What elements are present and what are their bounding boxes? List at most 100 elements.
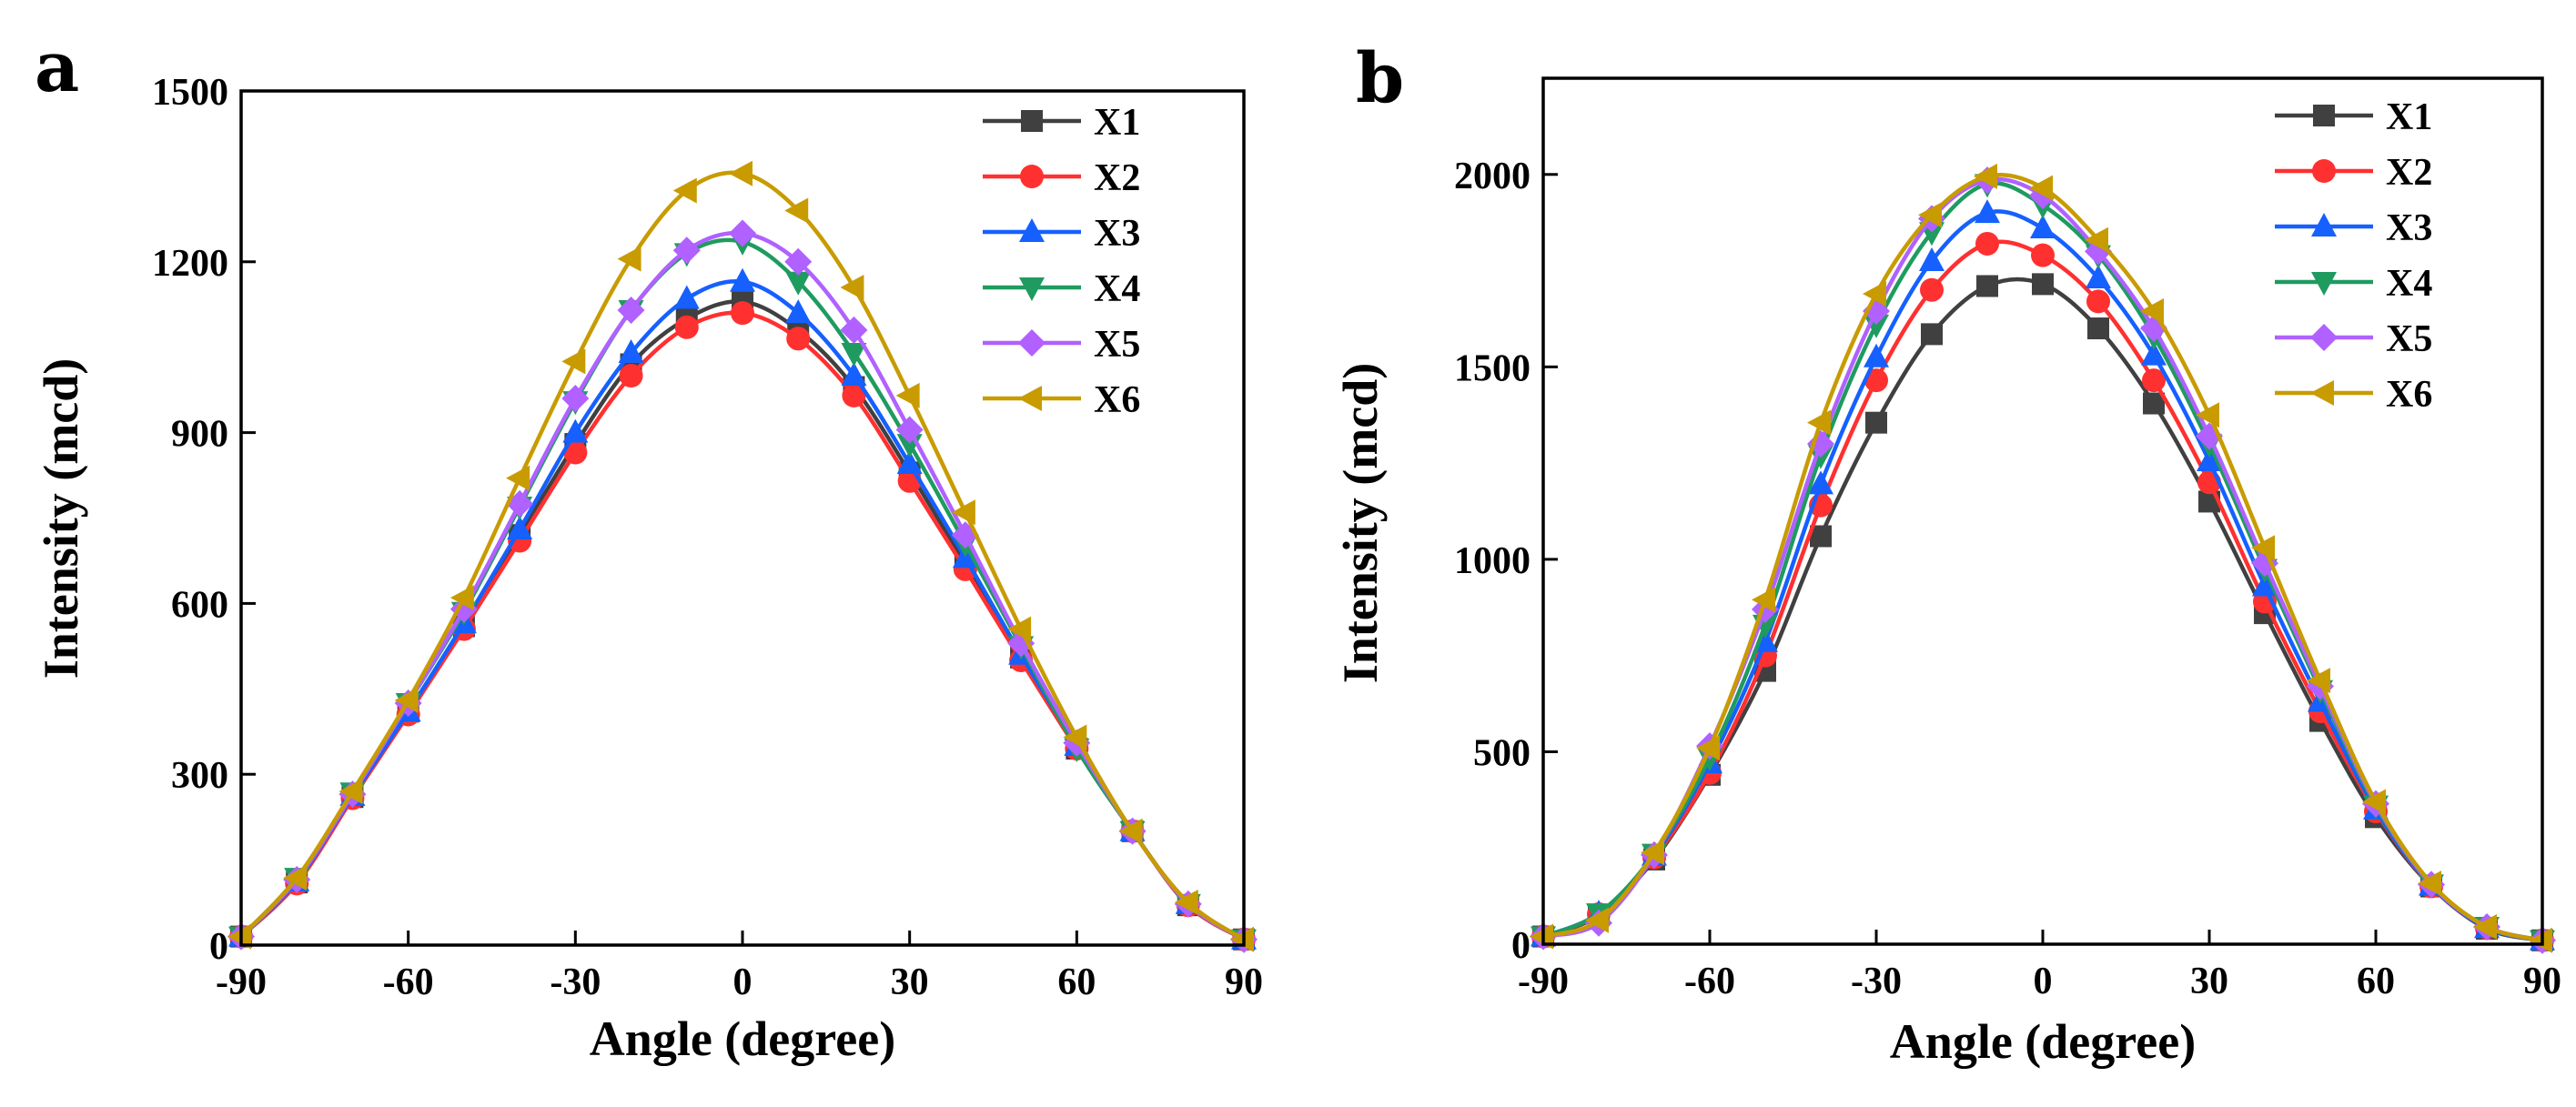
panel-b-series-x1-point <box>1976 275 1998 297</box>
panel-a-y-tick-label: 900 <box>171 414 228 456</box>
panel-b-legend: X1 X2 X3 X4 X5 X6 <box>2275 96 2432 416</box>
panel-a-series-x6-point <box>672 177 697 204</box>
panel-a-series-x3-point <box>841 362 867 386</box>
panel-b-x-tick-label: -90 <box>1518 961 1569 1002</box>
panel-a-letter: a <box>35 26 79 107</box>
panel-b-series-x6-point <box>1863 280 1886 307</box>
panel-b-series-x3 <box>1530 199 2555 951</box>
panel-a-plot-area: -90 -60 -30 0 30 60 90030060090012001500X1X2X3… <box>152 72 1263 1003</box>
panel-b-y-tick-label: 1000 <box>1454 540 1530 582</box>
panel-b-y-axis-title: Intensity (mcd) <box>1333 363 1388 683</box>
panel-b-series-x2-point <box>2086 289 2110 314</box>
panel-b-legend-label: X2 <box>2386 152 2432 194</box>
panel-a-legend-label: X3 <box>1094 213 1140 255</box>
panel-a-series-x5-point <box>895 416 924 444</box>
panel-a-series-x5-point <box>617 297 645 325</box>
panel-b-series-x1-point <box>2032 273 2054 296</box>
panel-a-y-tick-label: 1500 <box>152 72 228 114</box>
panel-a-series-x6-point <box>450 585 474 611</box>
panel-b-series-x3-point <box>1975 199 2000 224</box>
panel-a-legend-label: X6 <box>1094 379 1140 421</box>
panel-a-series-x6-point <box>617 246 641 272</box>
panel-b-series-x6-point <box>2085 226 2108 253</box>
panel-b-series-x2-point <box>2142 368 2166 393</box>
panel-a-series-x6-point <box>1174 890 1198 916</box>
panel-a-series-x6-point <box>1118 818 1143 844</box>
panel-b-y-tick-label: 0 <box>1511 925 1530 967</box>
panel-a-legend-swatch-marker <box>1020 165 1044 188</box>
panel-a-legend-label: X4 <box>1094 268 1140 310</box>
panel-b-series-x2-point <box>1975 231 1999 256</box>
panel-b-series-x1-point <box>2087 317 2109 340</box>
panel-a-series-x6-point <box>394 687 419 713</box>
panel-a-legend-swatch-marker <box>1019 277 1045 301</box>
panel-a: a -90 -60 -30 0 30 60 90030060090012001500X1X2… <box>34 26 1263 1066</box>
panel-a-frame <box>239 89 1246 947</box>
panel-a-y-tick-label: 0 <box>209 926 228 968</box>
panel-a-legend-label: X5 <box>1094 324 1140 366</box>
panel-a-series-x6-point <box>561 348 586 375</box>
panel-b-series-x6-point <box>1752 587 1775 613</box>
panel-a-series-x5-point <box>729 219 756 247</box>
panel-b-legend-swatch-marker <box>2310 380 2334 406</box>
panel-b-series-x3-point <box>2197 447 2222 471</box>
panel-b-legend-swatch-marker <box>2311 272 2337 296</box>
panel-a-legend-swatch-marker <box>1018 329 1046 357</box>
panel-b-x-tick-label: 30 <box>2190 961 2228 1002</box>
panel-a-series-x3-point <box>562 418 589 443</box>
panel-b-legend-label: X5 <box>2386 318 2432 360</box>
panel-a-series-x6-point <box>895 382 920 408</box>
panel-b-series-x6-point <box>2307 668 2330 694</box>
panel-a-series-x2-point <box>731 301 754 326</box>
panel-b-legend-label: X1 <box>2386 96 2432 138</box>
panel-b-series-x6-point <box>2029 175 2053 201</box>
panel-b: b -90 -60 -30 0 30 60 90 0 500 1000 1500 2000 X1 X2 X3… <box>1333 37 2561 1069</box>
panel-b-series-x6-point <box>2140 297 2164 324</box>
panel-b-x-tick-label: -30 <box>1851 961 1902 1002</box>
panel-a-series-x6-point <box>227 923 251 950</box>
panel-a-legend-swatch-marker <box>1019 218 1045 242</box>
panel-a-series-x3-point <box>896 450 923 475</box>
panel-b-series-x6-point <box>1641 840 1664 866</box>
panel-a-series-x5-point <box>784 247 813 276</box>
panel-b-legend-swatch-marker <box>2313 105 2335 126</box>
panel-b-series-x3-point <box>2252 572 2278 597</box>
panel-b-series-x6-point <box>2196 402 2219 428</box>
panel-a-series-x2-point <box>674 315 699 339</box>
panel-a-series-x3-point <box>730 267 755 292</box>
panel-b-series-x1-point <box>1865 411 1887 434</box>
panel-a-series-x2-point <box>842 383 866 408</box>
panel-a-series-x3-point <box>618 338 644 363</box>
panel-a-x-tick-label: 30 <box>891 961 929 1003</box>
panel-b-frame <box>1541 76 2544 946</box>
panel-b-series-x3-point <box>2030 215 2056 239</box>
panel-b-y-tick-label: 1500 <box>1454 347 1530 389</box>
panel-b-series-x6-point <box>1585 907 1609 933</box>
panel-b-legend-label: X6 <box>2386 374 2432 416</box>
panel-b-legend-swatch-marker <box>2310 324 2338 351</box>
panel-a-x-tick-label: -90 <box>216 961 267 1003</box>
panel-b-series-x3-point <box>2141 341 2167 366</box>
panel-b-series-x6 <box>1530 163 2552 953</box>
panel-a-x-tick-label: 0 <box>733 961 753 1003</box>
panel-a-series-x2-point <box>619 364 643 387</box>
panel-a-x-tick-label: 90 <box>1225 961 1263 1003</box>
panel-b-y-tick-label: 500 <box>1473 732 1530 774</box>
panel-a-legend-label: X1 <box>1094 102 1140 144</box>
panel-b-series-x1-point <box>1921 323 1943 346</box>
panel-a-series-x5-point <box>561 385 590 413</box>
panel-a-series-x2-point <box>786 327 811 351</box>
panel-b-series-x6-point <box>2251 535 2275 561</box>
panel-a-series-x4-point <box>841 342 867 367</box>
panel-b-x-tick-label: 60 <box>2357 961 2395 1002</box>
panel-b-x-tick-label: 0 <box>2034 961 2053 1002</box>
panel-b-series-x2-point <box>2031 243 2055 267</box>
panel-a-series-x4-point <box>785 271 812 296</box>
panel-a-series-x3-point <box>507 516 533 540</box>
panel-b-legend-label: X4 <box>2386 263 2432 305</box>
panel-a-series-x6-point <box>784 197 809 224</box>
panel-b-series-x6-point <box>1696 735 1720 761</box>
panel-a-series-x5-point <box>672 236 701 265</box>
panel-b-x-tick-label: 90 <box>2523 961 2561 1002</box>
